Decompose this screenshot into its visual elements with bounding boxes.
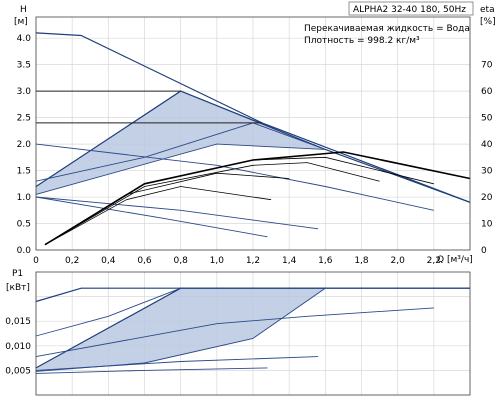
power-axis-label: P1 bbox=[12, 269, 23, 279]
x-tick-label: 2,2 bbox=[427, 256, 441, 266]
y-tick-label: 2.5 bbox=[17, 114, 31, 124]
x-tick-label: 1,0 bbox=[210, 256, 225, 266]
y-tick-label: 3.5 bbox=[17, 61, 31, 71]
power-tick-label: 0,005 bbox=[5, 366, 31, 376]
head-curve bbox=[35, 143, 326, 195]
chart-title: ALPHA2 32-40 180, 50Hz bbox=[353, 5, 466, 15]
x-tick-label: 1,6 bbox=[318, 256, 333, 266]
annotation-density: Плотность = 998.2 кг/м³ bbox=[304, 36, 420, 46]
power-curve bbox=[35, 367, 268, 374]
head-curve bbox=[35, 196, 268, 238]
y-tick-label: 1.5 bbox=[17, 167, 31, 177]
y-tick-label: 2.0 bbox=[17, 140, 32, 150]
power-curve bbox=[35, 287, 181, 337]
eta-tick-label: 10 bbox=[481, 220, 493, 230]
y-tick-label: 3.0 bbox=[17, 87, 32, 97]
power-curve bbox=[35, 307, 434, 358]
y-tick-label: 1.0 bbox=[17, 193, 32, 203]
x-tick-label: 0,2 bbox=[65, 256, 79, 266]
axis-labels: 0.0 0.5 1.0 1.5 2.0 2.5 3.0 3.5 4.0 0 10 20 30 40 50 60… bbox=[5, 34, 492, 376]
title-box bbox=[348, 1, 474, 16]
x-tick-label: 1,4 bbox=[282, 256, 297, 266]
efficiency-curve bbox=[44, 162, 380, 246]
eta-tick-label: 20 bbox=[481, 193, 493, 203]
head-curve bbox=[35, 32, 471, 203]
power-operating-area bbox=[36, 288, 326, 372]
head-plot-frame bbox=[35, 16, 471, 251]
eta-tick-label: 40 bbox=[481, 140, 493, 150]
eta-tick-label: 60 bbox=[481, 87, 493, 97]
left-axis-label: H bbox=[20, 5, 27, 15]
power-axis-unit: [кВт] bbox=[6, 283, 30, 293]
x-tick-label: 1,8 bbox=[354, 256, 369, 266]
axes bbox=[35, 1, 474, 396]
power-tick-label: 0,015 bbox=[5, 317, 31, 327]
x-tick-label: 1,2 bbox=[246, 256, 260, 266]
y-tick-label: 0.0 bbox=[17, 246, 32, 256]
left-axis-unit: [м] bbox=[14, 17, 28, 27]
efficiency-curve bbox=[44, 186, 272, 246]
efficiency-curves bbox=[44, 151, 471, 246]
head-operating-area bbox=[36, 91, 326, 195]
x-tick-label: 0,4 bbox=[101, 256, 116, 266]
eta-tick-label: 70 bbox=[481, 61, 493, 71]
head-curve bbox=[35, 143, 434, 211]
y-tick-label: 4.0 bbox=[17, 34, 32, 44]
power-tick-label: 0,010 bbox=[5, 342, 31, 352]
power-plot-frame bbox=[35, 271, 471, 396]
right-axis-label: eta bbox=[480, 5, 495, 15]
power-curve bbox=[35, 356, 319, 371]
eta-tick-label: 30 bbox=[481, 167, 493, 177]
eta-tick-label: 50 bbox=[481, 114, 493, 124]
power-curves bbox=[35, 287, 470, 374]
head-curve bbox=[35, 196, 319, 230]
eta-tick-label: 0 bbox=[481, 246, 487, 256]
head-curve bbox=[35, 122, 326, 182]
head-curve bbox=[35, 90, 471, 203]
efficiency-curve bbox=[44, 172, 290, 246]
x-axis-label: Q bbox=[437, 255, 444, 265]
x-tick-label: 0,6 bbox=[137, 256, 152, 266]
head-curves bbox=[35, 32, 471, 238]
x-tick-label: 0 bbox=[33, 256, 39, 266]
y-tick-label: 0.5 bbox=[17, 220, 31, 230]
right-axis-unit: [%] bbox=[480, 17, 496, 27]
annotation-fluid: Перекачиваемая жидкость = Вода bbox=[304, 24, 470, 34]
operating-area-fill bbox=[36, 91, 326, 372]
x-axis-unit: [м³/ч] bbox=[447, 255, 473, 265]
x-tick-label: 0,8 bbox=[174, 256, 189, 266]
x-tick-label: 2,0 bbox=[391, 256, 406, 266]
